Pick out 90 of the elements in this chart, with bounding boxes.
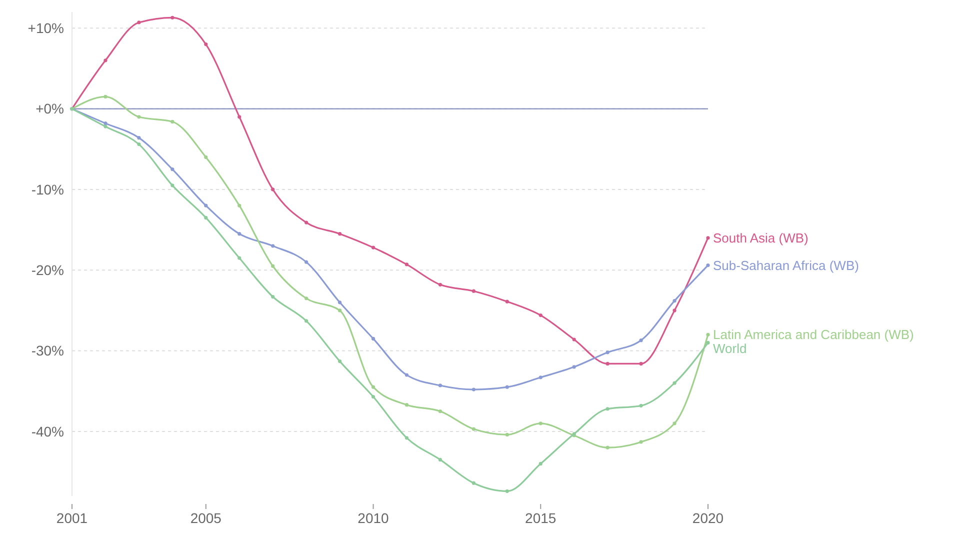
- point: [505, 385, 509, 389]
- point: [538, 314, 542, 318]
- point: [706, 236, 710, 240]
- point: [271, 264, 275, 268]
- y-tick-label: +10%: [28, 20, 64, 36]
- series-label: World: [713, 341, 747, 356]
- point: [104, 124, 108, 128]
- point: [606, 407, 610, 411]
- point: [706, 332, 710, 336]
- y-tick-label: -30%: [31, 342, 64, 359]
- series-label: Sub-Saharan Africa (WB): [713, 258, 859, 273]
- series-label: Latin America and Caribbean (WB): [713, 327, 914, 342]
- point: [271, 294, 275, 299]
- point: [204, 155, 208, 159]
- point: [672, 422, 676, 426]
- point: [338, 300, 342, 304]
- point: [170, 120, 174, 124]
- point: [304, 296, 308, 300]
- point: [304, 260, 308, 264]
- y-tick-label: -40%: [31, 423, 64, 440]
- x-tick-label: 2020: [692, 510, 724, 526]
- point: [304, 319, 308, 323]
- point: [271, 188, 275, 192]
- point: [238, 232, 242, 236]
- point: [371, 394, 376, 399]
- point: [706, 340, 710, 345]
- point: [170, 184, 174, 188]
- point: [606, 362, 610, 366]
- point: [204, 204, 208, 208]
- point: [137, 142, 141, 146]
- line-series: [70, 16, 710, 366]
- point: [371, 336, 376, 340]
- point: [639, 338, 643, 342]
- point: [338, 232, 342, 236]
- y-tick-label: -10%: [31, 181, 64, 198]
- point: [672, 308, 676, 312]
- point: [404, 262, 409, 266]
- x-tick-label: 2010: [358, 510, 390, 526]
- x-tick-label: 2005: [190, 510, 222, 526]
- point: [505, 432, 509, 436]
- point: [438, 410, 442, 414]
- point: [672, 298, 676, 303]
- point: [472, 388, 476, 392]
- point: [104, 122, 108, 126]
- point: [104, 58, 108, 62]
- point: [639, 362, 643, 366]
- y-tick-label: +0%: [36, 100, 64, 117]
- point: [137, 115, 141, 119]
- point: [572, 365, 576, 369]
- point: [338, 308, 342, 312]
- point: [404, 436, 409, 440]
- point: [137, 136, 141, 140]
- point: [606, 350, 610, 354]
- point: [271, 244, 275, 248]
- point: [538, 462, 542, 466]
- point: [606, 446, 610, 450]
- point: [170, 168, 174, 172]
- point: [706, 263, 710, 268]
- point: [137, 20, 141, 24]
- point: [238, 256, 242, 260]
- point: [472, 481, 476, 485]
- point: [438, 458, 442, 462]
- point: [404, 373, 409, 377]
- point: [204, 216, 208, 220]
- point: [338, 359, 342, 364]
- point: [472, 289, 476, 293]
- point: [371, 385, 376, 389]
- x-tick-label: 2001: [56, 510, 88, 526]
- point: [104, 94, 108, 98]
- point: [639, 404, 643, 408]
- x-tick-label: 2015: [525, 510, 556, 526]
- point: [639, 440, 643, 444]
- point: [204, 42, 208, 46]
- point: [438, 384, 442, 388]
- point: [404, 403, 409, 407]
- point: [438, 282, 442, 286]
- point: [505, 489, 509, 493]
- y-tick-label: -20%: [31, 262, 64, 278]
- point: [238, 115, 242, 119]
- point: [238, 204, 242, 208]
- point: [672, 381, 676, 385]
- point: [170, 16, 174, 20]
- series-label: South Asia (WB): [713, 230, 808, 246]
- point: [538, 376, 542, 380]
- point: [304, 220, 308, 224]
- point: [572, 338, 576, 342]
- point: [505, 300, 509, 304]
- point: [371, 246, 376, 250]
- point: [538, 422, 542, 426]
- point: [472, 427, 476, 431]
